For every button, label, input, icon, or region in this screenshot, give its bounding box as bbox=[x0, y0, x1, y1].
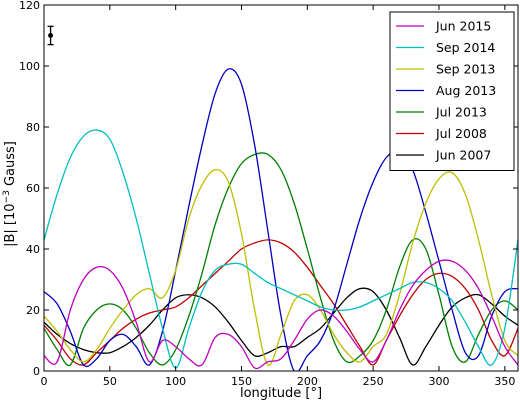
y-axis-label: |B| [10−3 Gauss] bbox=[2, 141, 18, 247]
x-tick-label: 50 bbox=[103, 375, 117, 388]
error-bar bbox=[47, 25, 54, 46]
error-bar-point bbox=[48, 33, 54, 38]
x-tick-label: 0 bbox=[41, 375, 48, 388]
legend-label: Sep 2014 bbox=[436, 40, 495, 55]
legend-label: Sep 2013 bbox=[436, 62, 495, 77]
y-tick-label: 60 bbox=[26, 182, 40, 195]
x-axis-label: longitude [°] bbox=[240, 386, 322, 401]
y-tick-label: 100 bbox=[19, 60, 40, 73]
x-tick-label: 200 bbox=[297, 375, 318, 388]
x-tick-label: 150 bbox=[231, 375, 252, 388]
legend-label: Aug 2013 bbox=[436, 83, 496, 98]
legend-label: Jul 2008 bbox=[435, 126, 487, 141]
series-line-sep-2013 bbox=[44, 168, 518, 366]
legend-label: Jun 2007 bbox=[435, 148, 491, 163]
legend-label: Jun 2015 bbox=[435, 19, 491, 34]
y-tick-label: 20 bbox=[26, 304, 40, 317]
x-tick-label: 350 bbox=[494, 375, 515, 388]
x-tick-label: 100 bbox=[165, 375, 186, 388]
y-tick-label: 80 bbox=[26, 121, 40, 134]
x-tick-label: 250 bbox=[363, 375, 384, 388]
series-layer bbox=[44, 68, 518, 371]
series-line-jun-2007 bbox=[44, 287, 518, 366]
legend-box bbox=[389, 11, 515, 171]
legend: Jun 2015 Sep 2014 Sep 2013 Aug 2013 Jul 2013… bbox=[389, 11, 515, 171]
x-tick-label: 300 bbox=[429, 375, 450, 388]
series-line-jun-2015 bbox=[44, 259, 518, 370]
y-axis: 0 20 40 60 80 100 120 bbox=[19, 0, 518, 378]
series-line-jul-2008 bbox=[44, 239, 518, 366]
y-tick-label: 0 bbox=[33, 365, 40, 378]
series-line-sep-2014 bbox=[44, 129, 518, 369]
y-tick-label: 40 bbox=[26, 243, 40, 256]
legend-label: Jul 2013 bbox=[435, 105, 487, 120]
x-axis: 0 50 100 150 200 250 300 350 bbox=[41, 5, 515, 388]
y-tick-label: 120 bbox=[19, 0, 40, 12]
